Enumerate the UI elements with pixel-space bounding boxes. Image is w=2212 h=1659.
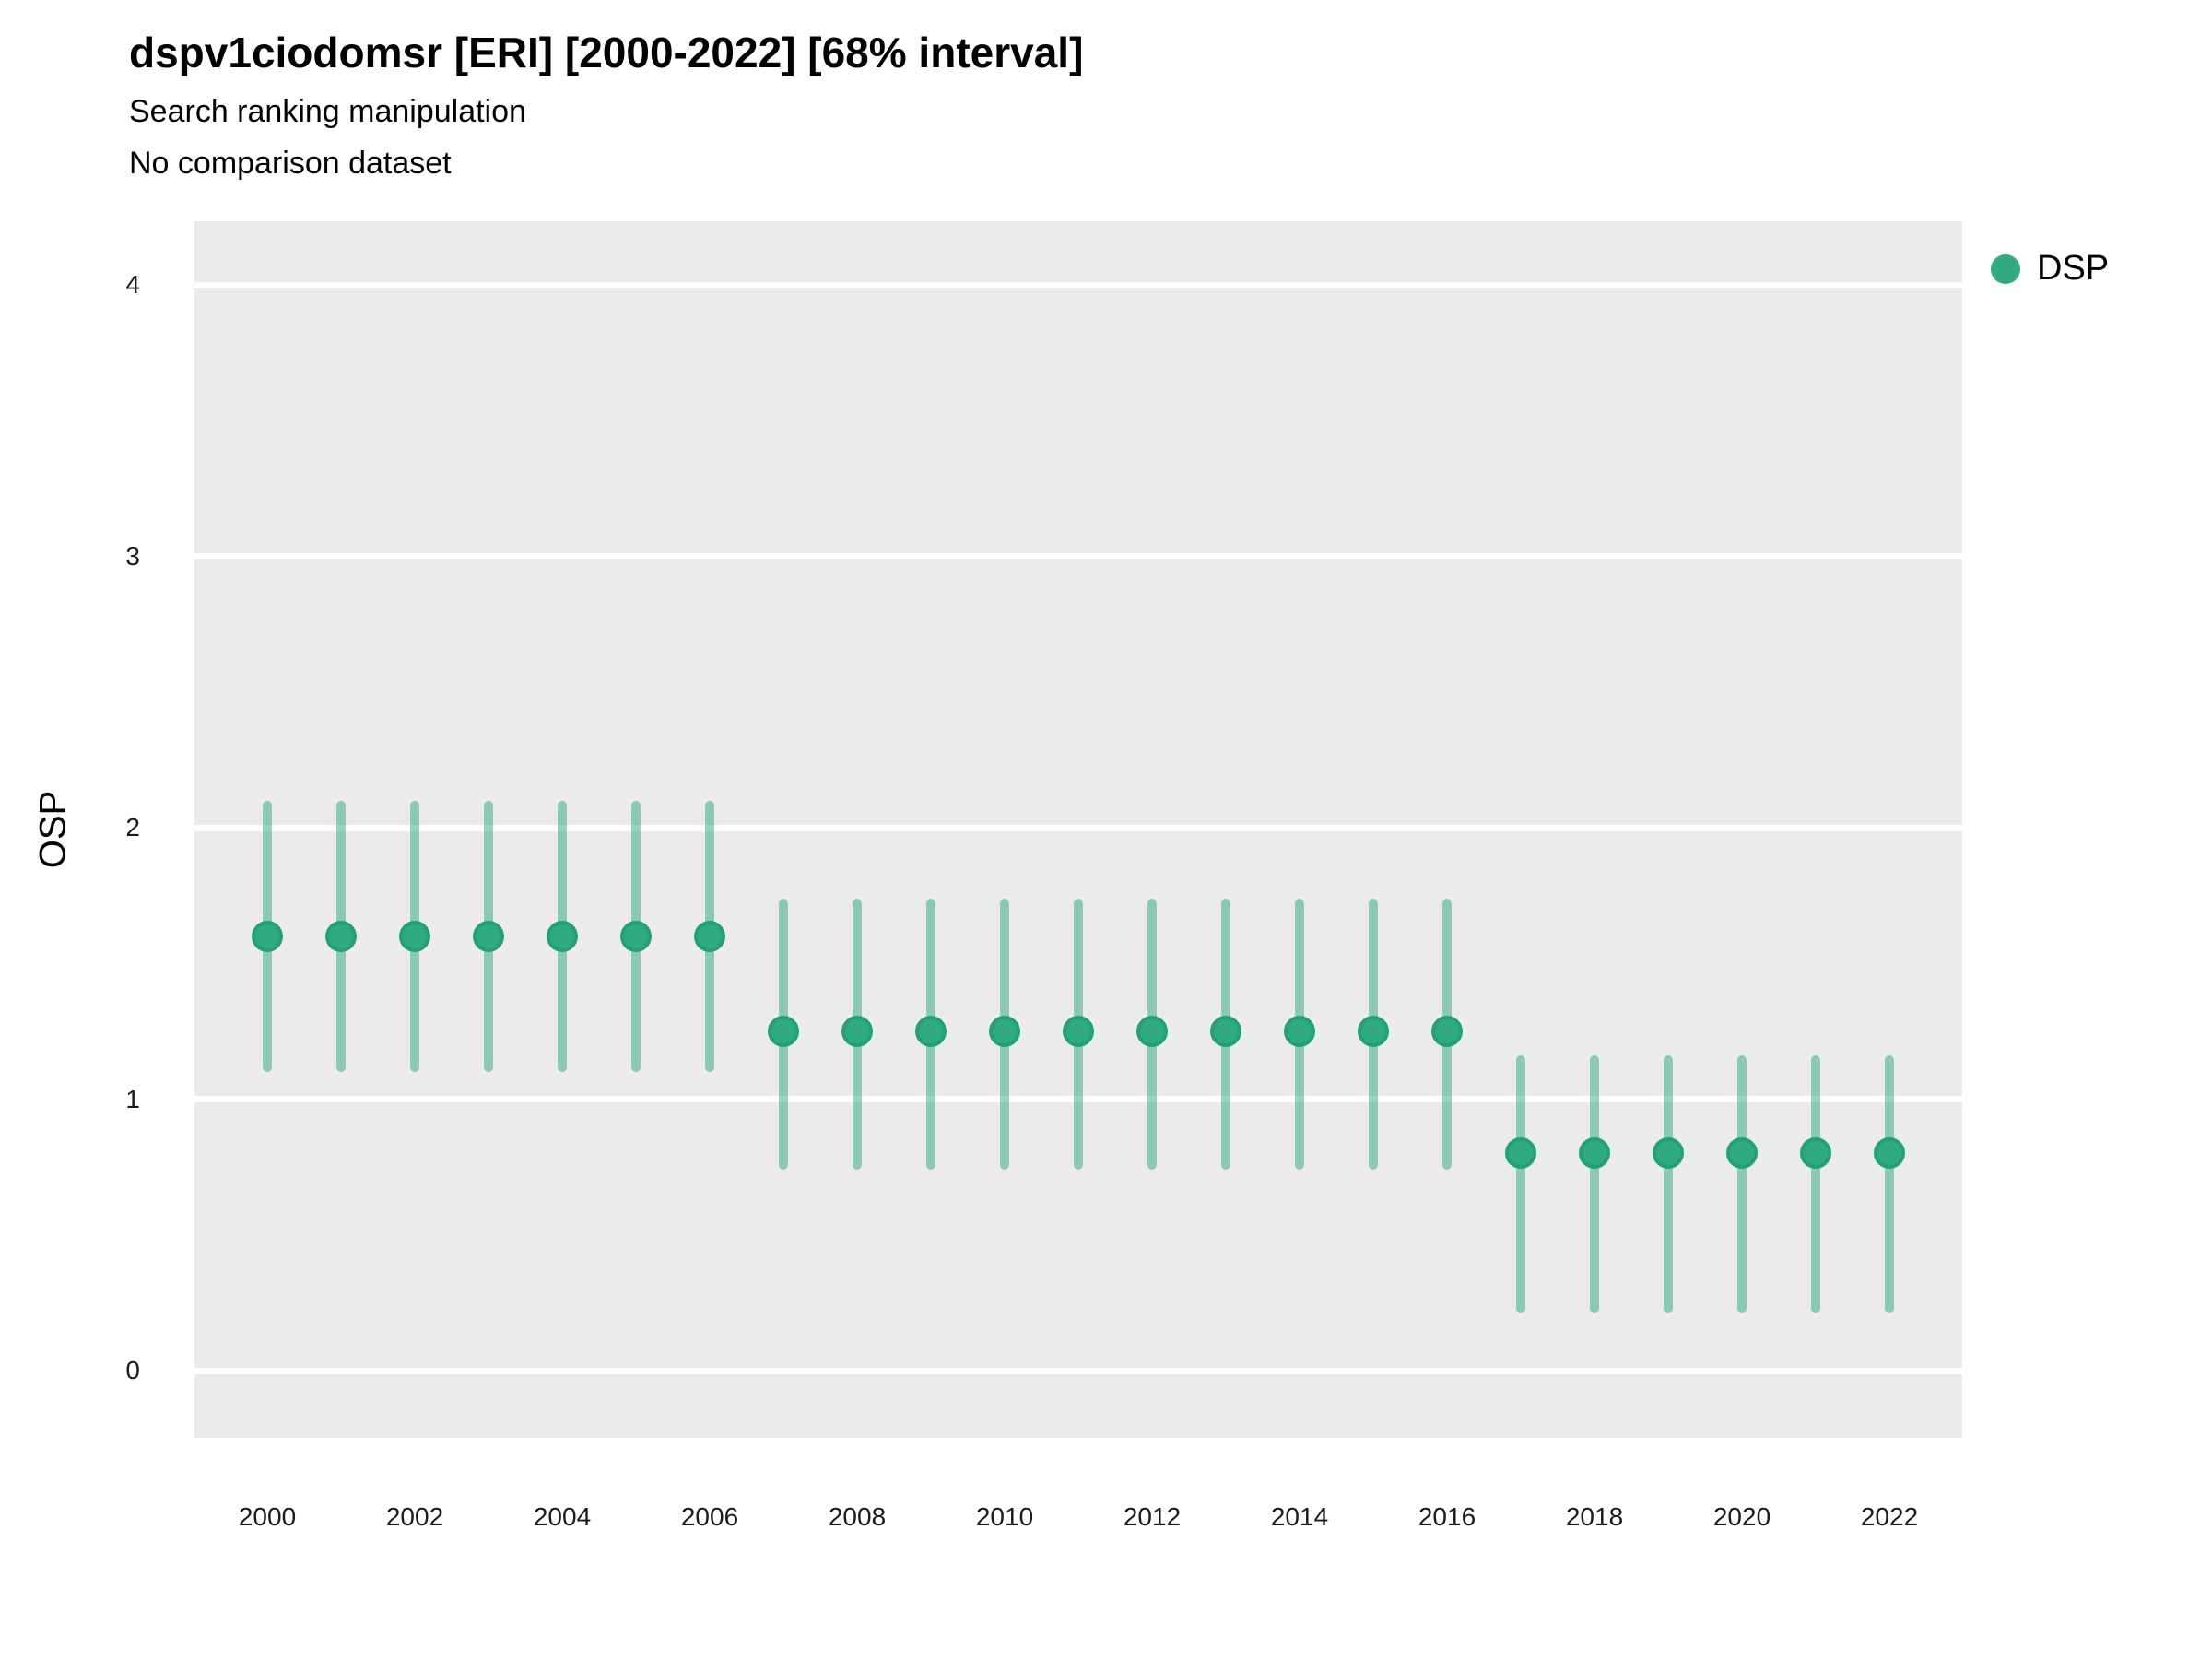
data-point-2007 [768, 1015, 799, 1047]
x-tick-label-2016: 2016 [1418, 1502, 1477, 1531]
data-point-2018 [1579, 1137, 1610, 1170]
chart-title: dspv1ciodomsr [ERI] [2000-2022] [68% int… [129, 29, 1084, 76]
data-point-2012 [1136, 1015, 1168, 1047]
error-bar-2022 [1885, 1055, 1894, 1314]
data-point-2001 [325, 920, 357, 952]
x-tick-label-2020: 2020 [1712, 1502, 1771, 1531]
data-point-2017 [1505, 1137, 1536, 1170]
y-tick-label-4: 4 [125, 270, 140, 299]
x-tick-label-2002: 2002 [385, 1502, 444, 1531]
x-tick-label-2022: 2022 [1860, 1502, 1919, 1531]
data-point-2013 [1210, 1015, 1241, 1047]
error-bar-2018 [1590, 1055, 1599, 1314]
y-tick-label-1: 1 [125, 1084, 140, 1113]
error-bar-2017 [1516, 1055, 1525, 1314]
data-point-2000 [252, 920, 283, 952]
chart-note: No comparison dataset [129, 146, 452, 181]
data-point-2016 [1431, 1015, 1463, 1047]
x-tick-label-2006: 2006 [680, 1502, 739, 1531]
data-point-2020 [1726, 1137, 1758, 1170]
data-point-2021 [1800, 1137, 1831, 1170]
error-bar-2021 [1811, 1055, 1820, 1314]
data-point-2011 [1063, 1015, 1094, 1047]
data-point-2003 [473, 920, 504, 952]
legend: DSP [1991, 249, 2109, 288]
x-tick-label-2008: 2008 [828, 1502, 887, 1531]
data-point-2015 [1358, 1015, 1389, 1047]
y-tick-label-0: 0 [125, 1356, 140, 1384]
x-tick-label-2014: 2014 [1270, 1502, 1329, 1531]
legend-point-icon [1991, 253, 2020, 284]
y-tick-label-3: 3 [125, 541, 140, 571]
x-tick-label-2004: 2004 [533, 1502, 592, 1531]
data-point-2009 [915, 1015, 947, 1047]
x-tick-label-2012: 2012 [1123, 1502, 1182, 1531]
gridline-y-0 [194, 1367, 1962, 1374]
gridline-y-3 [194, 553, 1962, 559]
x-tick-label-2010: 2010 [975, 1502, 1034, 1531]
plot-panel [194, 221, 1962, 1438]
data-point-2004 [547, 920, 578, 952]
data-point-2019 [1653, 1137, 1684, 1170]
gridline-y-1 [194, 1096, 1962, 1102]
gridline-y-2 [194, 824, 1962, 831]
data-point-2014 [1284, 1015, 1315, 1047]
legend-label: DSP [2037, 249, 2110, 288]
x-tick-label-2018: 2018 [1565, 1502, 1624, 1531]
data-point-2002 [399, 920, 430, 952]
y-tick-label-2: 2 [125, 813, 140, 841]
chart-subtitle: Search ranking manipulation [129, 94, 526, 129]
data-point-2022 [1874, 1137, 1905, 1170]
data-point-2010 [989, 1015, 1020, 1047]
error-bar-2020 [1737, 1055, 1747, 1314]
data-point-2008 [841, 1015, 873, 1047]
data-point-2006 [694, 920, 725, 952]
data-point-2005 [620, 920, 652, 952]
x-tick-label-2000: 2000 [238, 1502, 297, 1531]
error-bar-2019 [1664, 1055, 1673, 1314]
gridline-y-4 [194, 281, 1962, 288]
